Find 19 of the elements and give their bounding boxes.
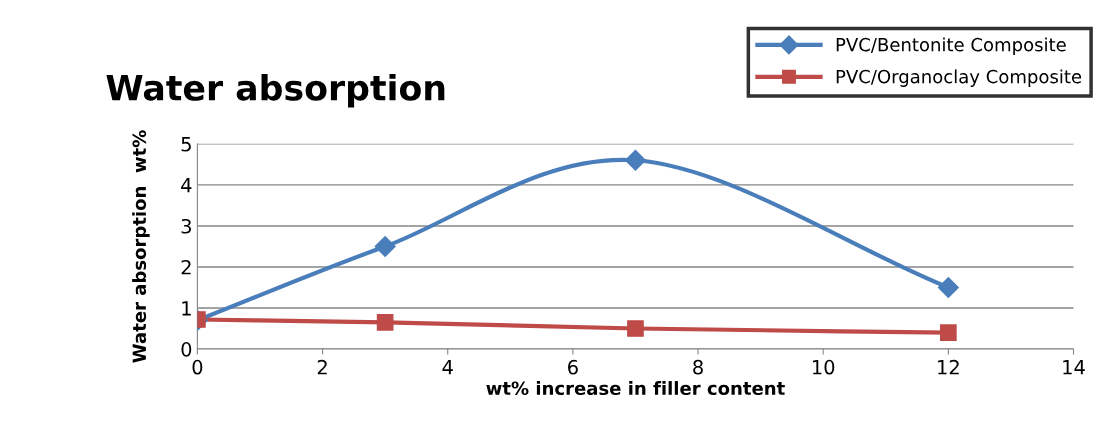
x-tick-label: 0 xyxy=(192,359,203,375)
y-tick-label: 0 xyxy=(181,342,192,357)
legend-label: PVC/Bentonite Composite xyxy=(836,37,1066,55)
x-tick-label: 8 xyxy=(693,359,703,375)
y-axis-title: Water absorption wt% xyxy=(132,130,150,363)
x-tick-label: 4 xyxy=(442,360,453,375)
y-tick-label: 2 xyxy=(181,259,191,275)
y-tick-label: 5 xyxy=(181,137,191,152)
x-tick-label: 14 xyxy=(1063,360,1085,375)
x-tick-label: 2 xyxy=(317,359,327,375)
y-tick-label: 1 xyxy=(182,301,191,316)
y-tick-label: 4 xyxy=(181,178,192,193)
y-tick-label: 3 xyxy=(181,218,191,234)
chart-title: Water absorption xyxy=(106,73,445,108)
x-tick-label: 6 xyxy=(568,359,578,375)
x-tick-label: 10 xyxy=(812,359,835,375)
x-tick-label: 12 xyxy=(938,359,959,375)
legend-label: PVC/Organoclay Composite xyxy=(836,69,1082,87)
x-axis-title: wt% increase in filler content xyxy=(486,381,785,396)
